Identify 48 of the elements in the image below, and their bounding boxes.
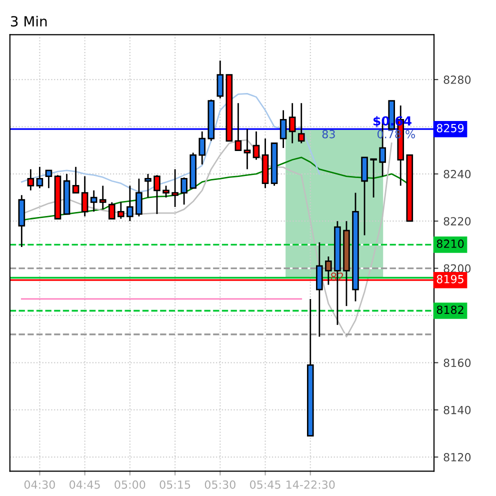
ref-line-label: 8210: [436, 240, 464, 248]
y-tick-label: 8120: [444, 453, 471, 462]
y-tick-label: 8220: [444, 217, 471, 226]
candlestick: [45, 170, 52, 189]
x-tick-label: 05:15: [160, 480, 190, 489]
candlestick: [244, 128, 251, 170]
ref-line-label: 8182: [436, 306, 464, 314]
y-tick-label: 8160: [444, 358, 471, 368]
candlestick: [118, 202, 124, 220]
candlestick: [234, 102, 242, 152]
x-tick-label: 04:30: [24, 480, 55, 489]
ref-line-label: 8195: [436, 274, 464, 284]
candlestick: [162, 185, 170, 198]
y-tick-label: 8240: [444, 170, 471, 178]
candlestick: [81, 176, 88, 218]
candlestick: [136, 178, 142, 218]
annotation: 83: [322, 130, 335, 138]
candlestick: [316, 242, 323, 338]
candlestick: [288, 102, 296, 144]
candlestick: [72, 166, 80, 194]
candlestick: [108, 202, 116, 220]
candlestick: [172, 168, 178, 208]
candlestick: [298, 102, 305, 144]
candlestick: [180, 176, 188, 206]
x-tick-label: 05:45: [250, 480, 280, 489]
x-tick-label: 05:00: [114, 480, 146, 489]
candlestick: [216, 60, 224, 100]
candlestick: [252, 130, 260, 160]
candlestick: [370, 158, 377, 198]
x-tick-label: 05:30: [204, 480, 236, 489]
candlestick: [144, 173, 152, 198]
ref-line-label: 8259: [436, 124, 464, 132]
candlestick: [198, 130, 206, 166]
candlestick: [154, 174, 160, 215]
candlestick: [99, 185, 106, 210]
y-tick-label: 8280: [444, 76, 471, 84]
chart-title: 3 Min: [10, 16, 47, 27]
y-tick-label: 8140: [444, 406, 471, 414]
candlestick: [280, 110, 287, 149]
candlestick: [361, 156, 368, 236]
x-tick-label: 14-22:30: [286, 480, 335, 489]
candlestick: [36, 166, 44, 189]
candlestick: [90, 190, 98, 212]
candlestick: [27, 168, 34, 192]
candlestick: [126, 185, 134, 222]
candlestick: [325, 256, 332, 286]
annotation: 82: [330, 272, 344, 281]
x-tick-label: 04:45: [70, 480, 100, 489]
